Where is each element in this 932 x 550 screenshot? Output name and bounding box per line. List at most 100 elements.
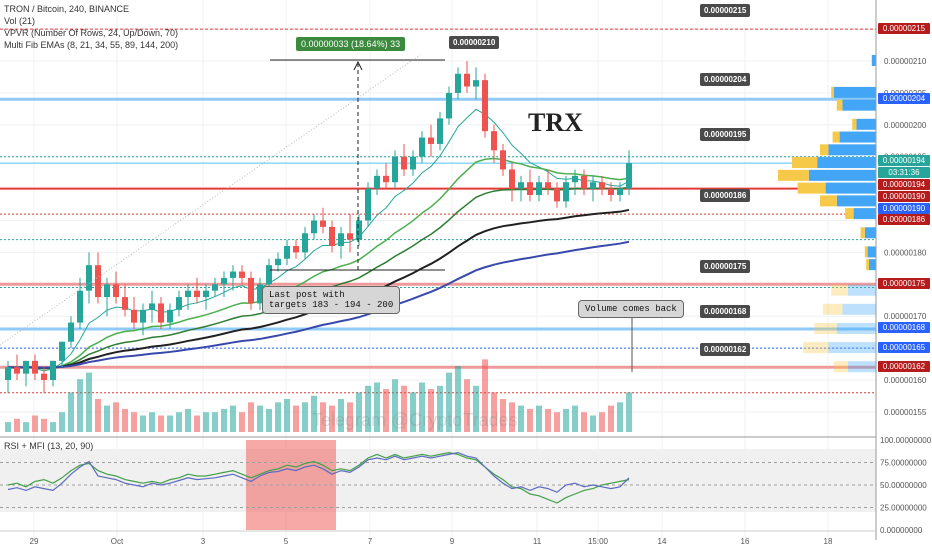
price-label: 0.00000204 — [878, 93, 930, 104]
price-label: 0.00000194 — [878, 179, 930, 190]
candle-body — [428, 137, 434, 144]
volume-bar — [599, 412, 605, 432]
vpvr-bar — [831, 284, 848, 296]
vpvr-bar — [860, 227, 865, 239]
volume-bar — [509, 402, 515, 432]
rsi-tick: 0.00000000 — [880, 526, 923, 535]
candle-body — [518, 182, 524, 189]
vpvr-bar — [792, 157, 818, 169]
rsi-line — [7, 451, 630, 493]
candle-body — [23, 360, 29, 374]
candle-body — [473, 80, 479, 87]
volume-bar — [554, 412, 560, 432]
volume-bar — [446, 372, 452, 432]
vpvr-bar — [832, 131, 840, 143]
volume-bar — [275, 402, 281, 432]
vpvr-bar — [864, 227, 876, 239]
candle-body — [527, 182, 533, 195]
callout-level[interactable]: 0.00000215 — [700, 4, 751, 17]
volume-bar — [437, 385, 443, 432]
volume-bar — [320, 402, 326, 432]
volume-bar — [428, 389, 434, 432]
candle-body — [302, 233, 308, 253]
candle-body — [59, 341, 65, 361]
callout-level[interactable]: 0.00000168 — [700, 305, 751, 318]
vpvr-bar — [822, 303, 843, 315]
time-tick: Oct — [111, 537, 124, 546]
volume-bar — [536, 405, 542, 432]
volume-bar — [329, 405, 335, 432]
countdown-label: 03:31:36 — [878, 167, 930, 178]
callout-level[interactable]: 0.00000204 — [700, 73, 751, 86]
callout-level[interactable]: 0.00000162 — [700, 343, 751, 356]
time-tick: 29 — [30, 537, 39, 546]
volume-bar — [419, 382, 425, 432]
candle-body — [536, 182, 542, 195]
vol-legend[interactable]: Vol (21) — [4, 16, 36, 26]
symbol-legend[interactable]: TRON / Bitcoin, 240, BINANCE — [4, 4, 130, 14]
vpvr-bar — [842, 303, 876, 315]
vpvr-bar — [853, 208, 876, 220]
callout-level[interactable]: 0.00000186 — [700, 189, 751, 202]
volume-note[interactable]: Volume comes back — [578, 300, 684, 318]
ema-legend[interactable]: Multi Fib EMAs (8, 21, 34, 55, 89, 144, … — [4, 40, 179, 50]
measure-label[interactable]: 0.00000033 (18.64%) 33 — [296, 37, 406, 51]
candle-body — [320, 220, 326, 227]
vpvr-bar — [836, 99, 843, 111]
price-label: 0.00000186 — [878, 214, 930, 225]
volume-bar — [32, 415, 38, 432]
candle-body — [257, 284, 263, 304]
measure-arrowhead — [353, 60, 363, 71]
time-tick: 11 — [533, 537, 542, 546]
price-label: 0.00000175 — [878, 278, 930, 289]
time-tick: 9 — [450, 537, 455, 546]
volume-bar — [14, 418, 20, 432]
overbought-zone — [246, 440, 336, 530]
volume-bar — [167, 415, 173, 432]
price-tick: 0.00000160 — [884, 376, 927, 385]
trend-line — [0, 54, 421, 346]
vpvr-legend[interactable]: VPVR (Number Of Rows, 24, Up/Down, 70) — [4, 28, 179, 38]
vpvr-bar — [839, 131, 876, 143]
candle-body — [140, 309, 146, 323]
candle-body — [158, 303, 164, 323]
callout-level[interactable]: 0.00000175 — [700, 260, 751, 273]
last-post-note[interactable]: Last post with targets 183 - 194 - 200 — [262, 286, 401, 314]
volume-bar — [473, 385, 479, 432]
volume-bar — [95, 399, 101, 432]
candle-body — [590, 182, 596, 189]
candle-body — [356, 220, 362, 240]
volume-bar — [230, 405, 236, 432]
vpvr-bar — [828, 144, 876, 156]
candle-body — [248, 277, 254, 304]
watermark: Telegram @CryptoTrades — [312, 410, 518, 430]
rsi-legend[interactable]: RSI + MFI (13, 20, 90) — [4, 441, 94, 451]
vpvr-bar — [842, 99, 876, 111]
vpvr-bar — [778, 169, 809, 181]
candle-body — [482, 80, 488, 132]
volume-bars — [5, 359, 632, 432]
vpvr-bar — [869, 259, 876, 271]
volume-bar — [374, 382, 380, 432]
candle-body — [446, 92, 452, 119]
volume-bar — [545, 408, 551, 432]
candle-body — [113, 284, 119, 298]
volume-bar — [266, 408, 272, 432]
price-label: 0.00000162 — [878, 361, 930, 372]
callout-level[interactable]: 0.00000210 — [449, 36, 500, 49]
volume-bar — [581, 412, 587, 432]
candles[interactable] — [5, 61, 632, 393]
drawings[interactable] — [0, 54, 633, 372]
volume-bar — [41, 418, 47, 432]
callout-level[interactable]: 0.00000195 — [700, 128, 751, 141]
vpvr-bar — [817, 157, 876, 169]
candle-body — [149, 303, 155, 310]
time-tick: 16 — [741, 537, 750, 546]
candle-body — [95, 265, 101, 298]
volume-bar — [50, 422, 56, 432]
vpvr-bar — [820, 195, 837, 207]
candle-body — [104, 284, 110, 298]
volume-bar — [5, 422, 11, 432]
candle-body — [554, 188, 560, 202]
